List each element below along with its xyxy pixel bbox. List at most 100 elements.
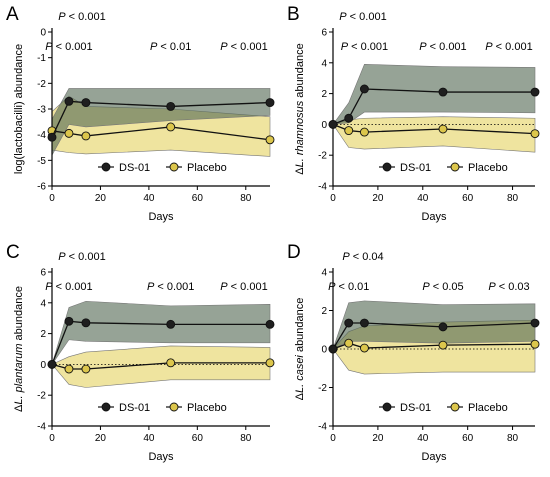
placebo-point: [530, 339, 540, 349]
p-value-label: P < 0.001: [220, 41, 267, 53]
y-tick-label: 2: [321, 89, 327, 100]
ds01-point: [47, 359, 57, 369]
ds01-point: [359, 84, 369, 94]
placebo-point: [265, 358, 275, 368]
y-tick-label: 4: [321, 268, 327, 279]
placebo-point: [166, 358, 176, 368]
x-tick-label: 60: [192, 433, 204, 444]
placebo-point: [344, 338, 354, 348]
legend: DS-01 Placebo: [379, 162, 508, 174]
x-axis-label: Days: [421, 211, 447, 223]
y-tick-label: -2: [37, 79, 46, 90]
x-tick-label: 40: [417, 433, 429, 444]
placebo-point: [359, 127, 369, 137]
x-tick-label: 40: [417, 193, 429, 204]
p-value-label: P < 0.03: [488, 281, 529, 293]
y-tick-label: -2: [318, 151, 327, 162]
x-tick-label: 40: [143, 433, 155, 444]
x-tick-label: 60: [462, 433, 474, 444]
legend-ds01-label: DS-01: [119, 402, 150, 414]
p-value-label: P < 0.001: [220, 281, 267, 293]
x-axis-label: Days: [421, 451, 447, 463]
y-tick-label: -1: [37, 53, 46, 64]
x-tick-label: 20: [95, 193, 107, 204]
legend-ds01-label: DS-01: [400, 162, 431, 174]
p-value-label: P < 0.001: [45, 281, 92, 293]
y-axis-label: ΔL. rhamnosus abundance: [294, 43, 306, 175]
y-tick-label: 2: [40, 329, 46, 340]
x-tick-label: 80: [507, 433, 519, 444]
legend-placebo-marker: [450, 162, 460, 172]
ds01-confidence-band: [332, 64, 536, 125]
ds01-point: [64, 96, 74, 106]
legend: DS-01 Placebo: [98, 162, 227, 174]
y-tick-label: 0: [40, 360, 46, 371]
p-value-label: P < 0.001: [58, 251, 105, 263]
legend-placebo-label: Placebo: [468, 402, 508, 414]
x-tick-label: 80: [240, 193, 252, 204]
legend: DS-01 Placebo: [98, 402, 227, 414]
ds01-point: [81, 98, 91, 108]
y-tick-label: 6: [321, 28, 327, 39]
ds01-point: [438, 322, 448, 332]
y-tick-label: -4: [37, 422, 46, 433]
y-tick-label: -2: [37, 391, 46, 402]
x-tick-label: 80: [507, 193, 519, 204]
placebo-point: [81, 131, 91, 141]
panel-letter: C: [6, 242, 20, 263]
panel-a: A0-1-2-3-4-5-60 20 40 60 80Dayslog(lactobaci…: [6, 4, 275, 223]
p-value-label: P < 0.001: [339, 11, 386, 23]
y-axis-label: log(lactobacilli) abundance: [13, 44, 25, 174]
y-tick-label: 4: [40, 298, 46, 309]
ds01-point: [328, 119, 338, 129]
panel-letter: D: [287, 242, 301, 263]
ds01-point: [166, 319, 176, 329]
placebo-point: [359, 343, 369, 353]
ds01-point: [438, 87, 448, 97]
legend-ds01-label: DS-01: [119, 162, 150, 174]
p-value-label: P < 0.001: [147, 281, 194, 293]
legend-placebo-label: Placebo: [468, 162, 508, 174]
ds01-point: [359, 318, 369, 328]
y-tick-label: -4: [318, 182, 327, 193]
x-tick-label: 20: [95, 433, 107, 444]
x-tick-label: 20: [372, 193, 384, 204]
placebo-point: [438, 124, 448, 134]
legend-placebo-marker: [169, 162, 179, 172]
ds01-point: [530, 87, 540, 97]
y-tick-label: 6: [40, 268, 46, 279]
y-tick-label: -6: [37, 182, 46, 193]
placebo-point: [81, 364, 91, 374]
legend-placebo-label: Placebo: [187, 402, 227, 414]
p-value-label: P < 0.001: [485, 41, 532, 53]
y-axis-label: ΔL. casei abundance: [294, 298, 306, 401]
y-tick-label: -4: [37, 130, 46, 141]
x-tick-label: 60: [462, 193, 474, 204]
panel-letter: B: [287, 4, 300, 25]
y-axis-label: ΔL. plantarum abundance: [13, 286, 25, 412]
p-value-label: P < 0.05: [422, 281, 463, 293]
x-tick-label: 40: [143, 193, 155, 204]
x-axis-label: Days: [148, 451, 174, 463]
placebo-point: [530, 129, 540, 139]
p-value-label: P < 0.04: [342, 251, 383, 263]
ds01-point: [166, 101, 176, 111]
x-tick-label: 20: [372, 433, 384, 444]
placebo-point: [166, 122, 176, 132]
legend: DS-01 Placebo: [379, 402, 508, 414]
x-tick-label: 0: [49, 193, 55, 204]
legend-placebo-marker: [169, 402, 179, 412]
p-value-label: P < 0.001: [419, 41, 466, 53]
x-tick-label: 0: [330, 193, 336, 204]
placebo-point: [64, 364, 74, 374]
panel-letter: A: [6, 4, 19, 25]
y-tick-label: 0: [321, 345, 327, 356]
placebo-point: [64, 128, 74, 138]
y-tick-label: -2: [318, 383, 327, 394]
ds01-point: [344, 318, 354, 328]
legend-ds01-marker: [382, 162, 392, 172]
